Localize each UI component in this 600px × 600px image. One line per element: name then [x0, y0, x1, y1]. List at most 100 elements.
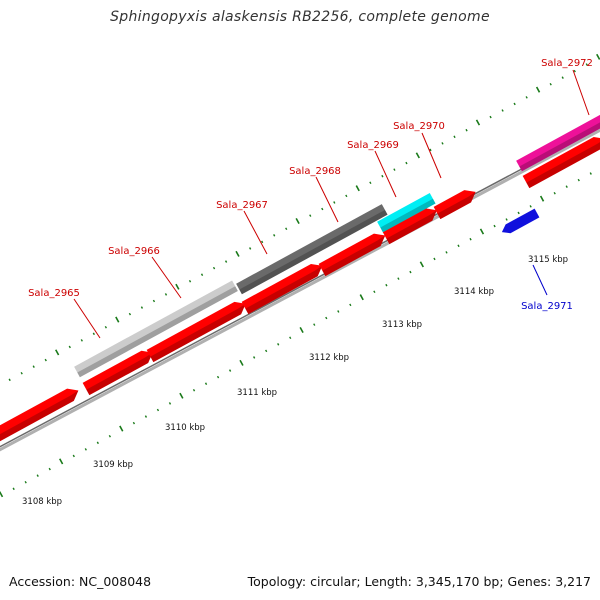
upper-scale-tick [429, 148, 432, 152]
cds-arrow-forward[interactable] [82, 350, 153, 396]
highlight-bar-sala-2972[interactable] [516, 113, 600, 172]
gene-label-sala-2967[interactable]: Sala_2967 [216, 200, 268, 211]
lower-scale-tick [553, 191, 556, 195]
upper-scale-tick [175, 283, 180, 290]
highlight-bar-sala-2967-2968[interactable] [236, 204, 388, 295]
cds-arrow-forward-body[interactable] [318, 233, 386, 277]
cds-arrow-forward-body[interactable] [82, 350, 153, 396]
upper-scale-tick [249, 247, 252, 250]
lower-scale-tick [12, 487, 15, 491]
upper-scale-tick [20, 371, 23, 375]
upper-scale-tick [309, 214, 312, 217]
upper-scale-tick [261, 240, 264, 244]
gene-label-sala-2968[interactable]: Sala_2968 [289, 166, 341, 177]
lower-scale-tick [132, 421, 136, 425]
gene-label-sala-2965[interactable]: Sala_2965 [28, 288, 80, 299]
gene-label-sala-2969[interactable]: Sala_2969 [347, 140, 399, 151]
highlight-bar-sala-2965-2966-body[interactable] [74, 280, 238, 378]
highlight-bar-sala-2969[interactable] [377, 192, 436, 233]
highlight-bar-sala-2967-2968-body[interactable] [236, 204, 388, 295]
cds-arrow-forward[interactable] [433, 190, 476, 220]
scale-label-3113: 3113 kbp [382, 320, 422, 330]
scale-label-3108: 3108 kbp [22, 497, 62, 507]
gene-label-sala-2970[interactable]: Sala_2970 [393, 121, 445, 132]
cds-arrow-forward-body[interactable] [522, 137, 600, 189]
lower-scale-tick [445, 251, 448, 254]
upper-scale-tick [224, 260, 228, 263]
cds-arrow-forward-shade [386, 210, 437, 245]
lower-scale-tick [84, 448, 87, 451]
lower-scale-tick [517, 211, 520, 215]
lower-scale-tick [36, 474, 39, 477]
upper-scale-tick [525, 96, 528, 99]
upper-scale-tick [115, 316, 120, 323]
lower-scale-tick [539, 195, 545, 202]
cds-arrow-forward-shade [150, 303, 246, 363]
cds-arrow-forward-body[interactable] [241, 263, 323, 315]
gene-leader-line [151, 256, 182, 299]
upper-scale-tick [465, 128, 468, 132]
cds-arrow-forward[interactable] [0, 388, 79, 443]
cds-arrow-forward-body[interactable] [146, 301, 246, 363]
cds-arrow-forward-body[interactable] [0, 388, 79, 443]
scale-label-3111: 3111 kbp [237, 388, 277, 398]
gene-leader-line [572, 69, 590, 116]
cds-arrow-forward-shade [0, 390, 79, 442]
upper-scale-tick [561, 76, 564, 79]
upper-scale-tick [285, 227, 288, 231]
upper-scale-tick [596, 53, 600, 60]
lower-scale-tick [349, 303, 352, 307]
lower-scale-tick [192, 388, 196, 392]
gene-label-sala-2966[interactable]: Sala_2966 [108, 246, 160, 257]
scale-label-3114: 3114 kbp [454, 287, 494, 297]
upper-scale-tick [212, 266, 216, 270]
lower-scale-tick [59, 458, 64, 465]
gene-label-sala-2971[interactable]: Sala_2971 [521, 301, 573, 312]
lower-scale-tick [96, 441, 99, 445]
lower-scale-tick [168, 402, 172, 405]
upper-scale-tick [188, 279, 192, 283]
upper-scale-tick [393, 168, 396, 171]
upper-scale-tick [32, 365, 35, 368]
cds-arrow-forward[interactable] [241, 263, 323, 315]
upper-scale-tick [333, 201, 336, 204]
cds-arrow-forward[interactable] [318, 233, 386, 277]
cds-arrow-forward-shade [245, 265, 323, 315]
cds-arrow-forward[interactable] [382, 208, 437, 245]
lower-scale-tick [433, 257, 436, 261]
upper-scale-tick [405, 161, 408, 165]
lower-scale-tick [156, 408, 160, 412]
lower-scale-tick [24, 480, 27, 484]
gene-leader-line [73, 298, 101, 339]
cds-arrow-forward-body[interactable] [382, 208, 437, 245]
lower-scale-tick [359, 294, 364, 301]
cds-arrow-forward[interactable] [146, 301, 246, 363]
upper-scale-tick [235, 250, 240, 257]
cds-arrow-forward[interactable] [522, 137, 600, 189]
upper-scale-tick [513, 102, 516, 106]
lower-scale-tick [204, 382, 208, 385]
lower-scale-tick [493, 224, 496, 228]
upper-scale-tick [140, 306, 144, 309]
upper-scale-tick [68, 345, 71, 349]
upper-scale-tick [295, 218, 300, 225]
highlight-bar-sala-2972-body[interactable] [516, 113, 600, 172]
upper-scale-tick [415, 152, 420, 159]
highlight-bar-sala-2969-body[interactable] [377, 192, 436, 233]
lower-scale-tick [119, 425, 124, 432]
gene-leader-line [243, 210, 268, 255]
cds-arrow-reverse[interactable] [501, 208, 540, 234]
cds-arrow-forward-body[interactable] [433, 190, 476, 220]
highlight-bar-sala-2965-2966[interactable] [74, 280, 238, 378]
lower-scale-tick [325, 316, 328, 320]
genome-backbone-edge [0, 126, 600, 448]
cds-arrow-reverse-body[interactable] [501, 208, 540, 234]
lower-scale-tick [48, 467, 51, 471]
gene-label-sala-2972[interactable]: Sala_2972 [541, 58, 593, 69]
upper-scale-tick [475, 119, 481, 126]
lower-scale-tick [373, 290, 376, 294]
lower-scale-tick [529, 205, 532, 208]
gene-leader-line [421, 132, 442, 179]
lower-scale-tick [565, 185, 568, 188]
